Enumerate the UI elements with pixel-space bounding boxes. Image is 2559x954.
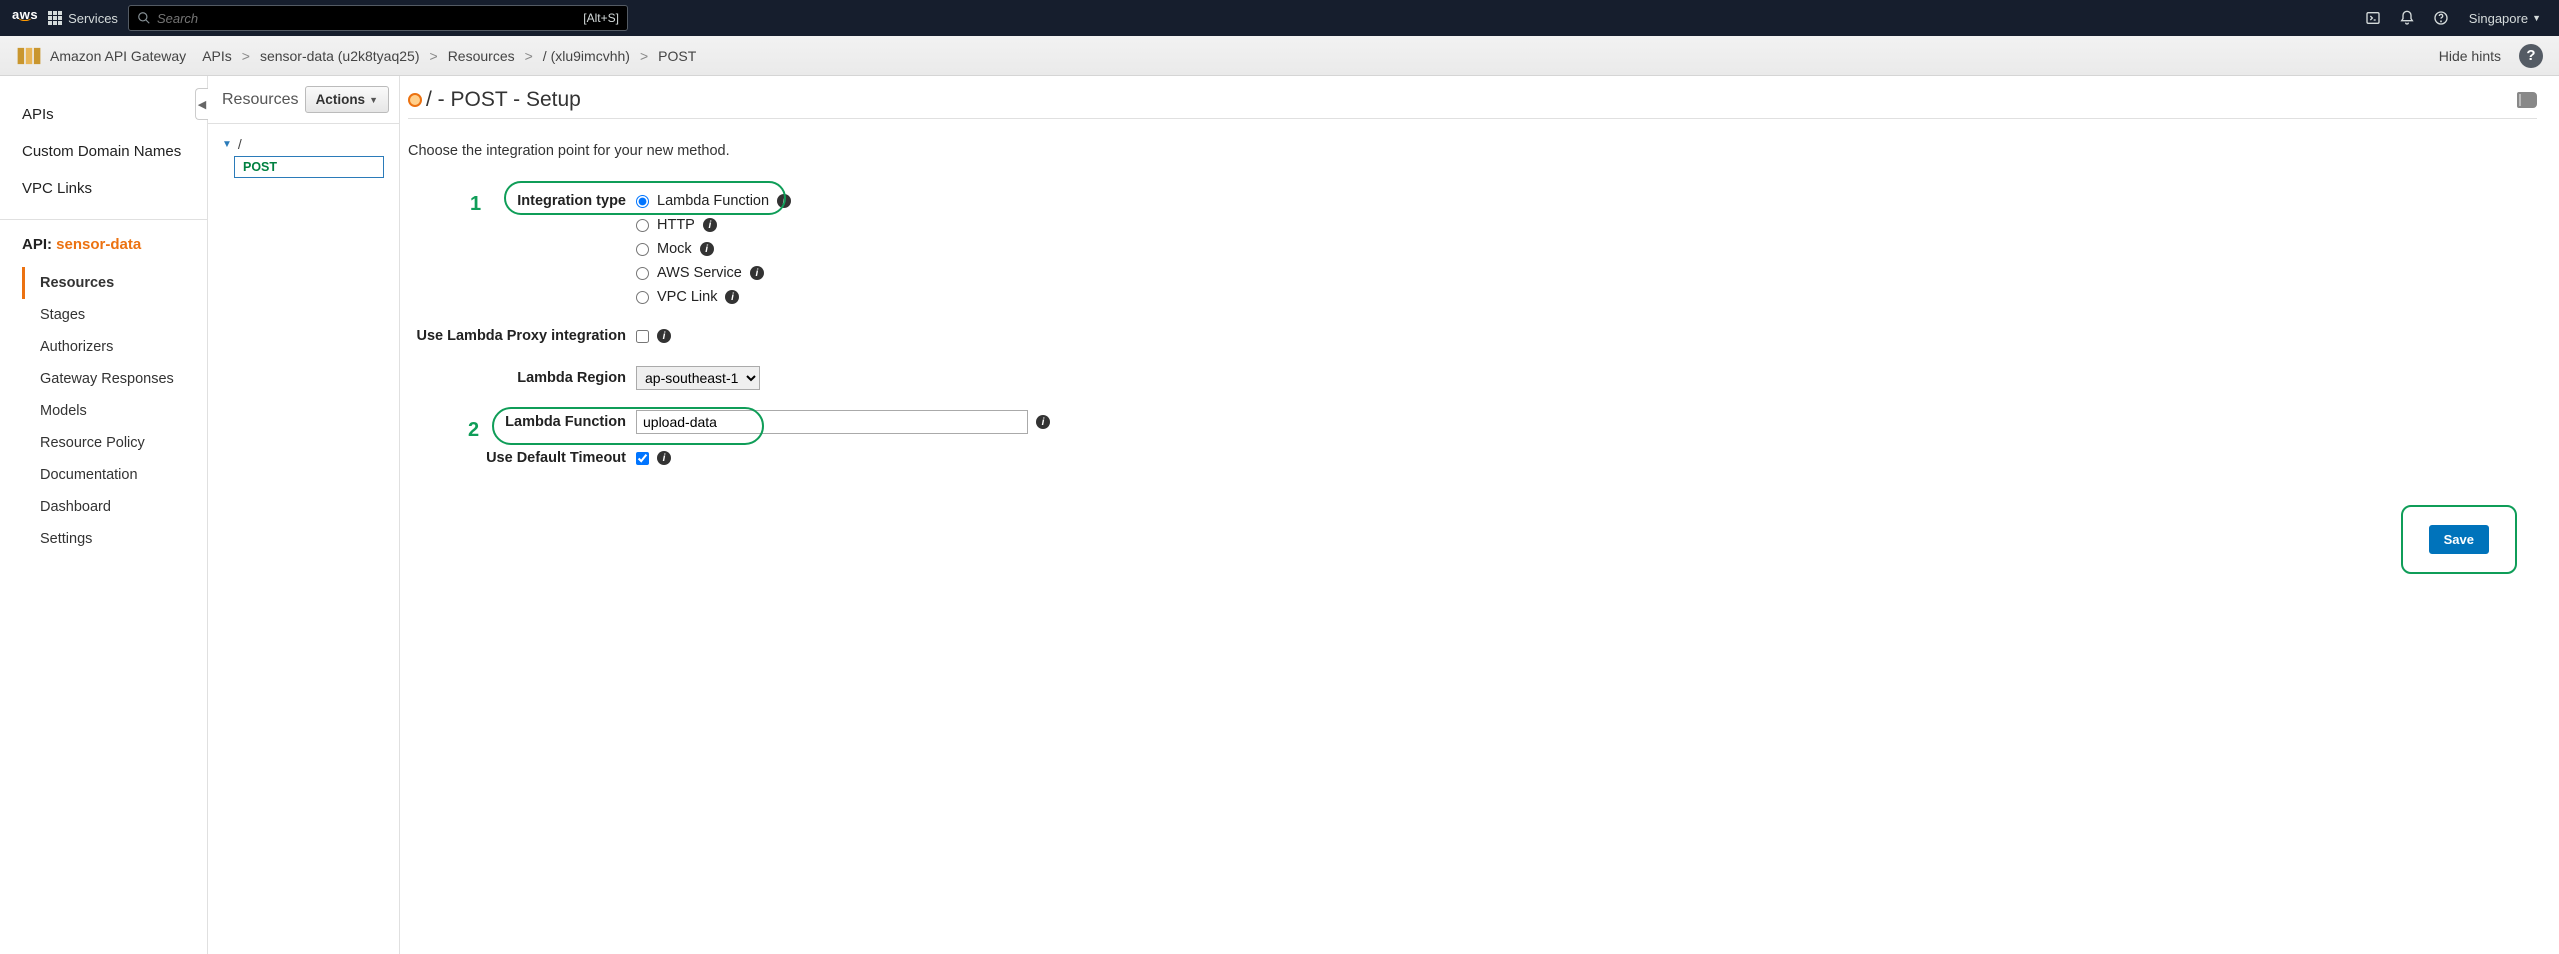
page-title: / - POST - Setup bbox=[426, 88, 581, 112]
resource-panel-title: Resources bbox=[222, 91, 298, 109]
info-icon[interactable]: i bbox=[703, 218, 717, 232]
label-lambda-region: Lambda Region bbox=[408, 370, 636, 386]
select-lambda-region[interactable]: ap-southeast-1 bbox=[636, 366, 760, 390]
hide-hints-link[interactable]: Hide hints bbox=[2439, 48, 2501, 64]
annotation-number-2: 2 bbox=[468, 419, 479, 442]
radio-http[interactable] bbox=[636, 219, 649, 232]
intro-text: Choose the integration point for your ne… bbox=[408, 143, 2537, 159]
info-icon[interactable]: i bbox=[657, 451, 671, 465]
annotation-box-2 bbox=[492, 407, 764, 445]
checkbox-use-proxy[interactable] bbox=[636, 330, 649, 343]
resource-tree-panel: Resources Actions ▼ ▼ / POST bbox=[208, 76, 400, 954]
service-bar: Amazon API Gateway APIs > sensor-data (u… bbox=[0, 36, 2559, 76]
collapse-triangle-icon[interactable]: ▼ bbox=[222, 139, 232, 150]
radio-label: Mock bbox=[657, 241, 692, 257]
tree-method-post[interactable]: POST bbox=[234, 156, 384, 178]
subnav-models[interactable]: Models bbox=[22, 395, 207, 427]
resource-tree: ▼ / POST bbox=[208, 124, 399, 190]
service-name[interactable]: Amazon API Gateway bbox=[50, 48, 186, 64]
subnav-dashboard[interactable]: Dashboard bbox=[22, 491, 207, 523]
services-label: Services bbox=[68, 11, 118, 26]
breadcrumb-resources[interactable]: Resources bbox=[448, 48, 515, 64]
info-icon[interactable]: i bbox=[725, 290, 739, 304]
actions-dropdown[interactable]: Actions ▼ bbox=[305, 86, 389, 113]
api-heading: API: sensor-data bbox=[22, 236, 207, 253]
breadcrumb-apis[interactable]: APIs bbox=[202, 48, 232, 64]
grid-icon bbox=[48, 11, 62, 25]
api-name[interactable]: sensor-data bbox=[56, 236, 141, 253]
annotation-box-save: Save bbox=[2401, 505, 2517, 574]
annotation-box-1 bbox=[504, 181, 786, 215]
documentation-icon[interactable] bbox=[2517, 92, 2537, 108]
save-button[interactable]: Save bbox=[2429, 525, 2489, 554]
help-icon[interactable] bbox=[2429, 6, 2453, 30]
info-icon[interactable]: i bbox=[700, 242, 714, 256]
subnav-documentation[interactable]: Documentation bbox=[22, 459, 207, 491]
breadcrumb: APIs > sensor-data (u2k8tyaq25) > Resour… bbox=[202, 48, 696, 64]
search-input[interactable] bbox=[157, 11, 577, 26]
nav-apis[interactable]: APIs bbox=[22, 96, 207, 133]
left-sidebar: ◀ APIs Custom Domain Names VPC Links API… bbox=[0, 76, 208, 954]
search-shortcut: [Alt+S] bbox=[583, 11, 619, 25]
notifications-icon[interactable] bbox=[2395, 6, 2419, 30]
radio-aws-service[interactable] bbox=[636, 267, 649, 280]
radio-vpc-link[interactable] bbox=[636, 291, 649, 304]
actions-label: Actions bbox=[316, 92, 366, 107]
subnav-resources[interactable]: Resources bbox=[22, 267, 207, 299]
tree-root-label: / bbox=[238, 136, 242, 152]
page-help-icon[interactable]: ? bbox=[2519, 44, 2543, 68]
collapse-sidebar-toggle[interactable]: ◀ bbox=[195, 88, 208, 120]
chevron-right-icon: > bbox=[640, 48, 648, 64]
subnav-gateway-responses[interactable]: Gateway Responses bbox=[22, 363, 207, 395]
info-icon[interactable]: i bbox=[657, 329, 671, 343]
breadcrumb-method[interactable]: POST bbox=[658, 48, 696, 64]
region-selector[interactable]: Singapore ▼ bbox=[2463, 11, 2547, 26]
unsaved-indicator-icon bbox=[408, 93, 422, 107]
api-gateway-icon bbox=[16, 43, 42, 69]
method-setup-form: 1 Integration type Lambda Function i . H… bbox=[408, 189, 2537, 471]
tree-root[interactable]: ▼ / bbox=[222, 136, 385, 152]
api-prefix: API: bbox=[22, 236, 56, 253]
info-icon[interactable]: i bbox=[750, 266, 764, 280]
region-label: Singapore bbox=[2469, 11, 2528, 26]
services-menu[interactable]: Services bbox=[48, 11, 118, 26]
nav-vpc-links[interactable]: VPC Links bbox=[22, 170, 207, 207]
main-panel: / - POST - Setup Choose the integration … bbox=[400, 76, 2559, 954]
subnav-stages[interactable]: Stages bbox=[22, 299, 207, 331]
radio-label: HTTP bbox=[657, 217, 695, 233]
label-use-proxy: Use Lambda Proxy integration bbox=[408, 328, 636, 344]
search-icon bbox=[137, 11, 151, 25]
breadcrumb-api[interactable]: sensor-data (u2k8tyaq25) bbox=[260, 48, 420, 64]
radio-label: AWS Service bbox=[657, 265, 742, 281]
caret-down-icon: ▼ bbox=[369, 95, 378, 105]
radio-mock[interactable] bbox=[636, 243, 649, 256]
chevron-right-icon: > bbox=[525, 48, 533, 64]
label-default-timeout: Use Default Timeout bbox=[408, 450, 636, 466]
checkbox-default-timeout[interactable] bbox=[636, 452, 649, 465]
annotation-number-1: 1 bbox=[470, 193, 481, 216]
nav-custom-domains[interactable]: Custom Domain Names bbox=[22, 133, 207, 170]
cloudshell-icon[interactable] bbox=[2361, 6, 2385, 30]
caret-down-icon: ▼ bbox=[2532, 13, 2541, 23]
info-icon[interactable]: i bbox=[1036, 415, 1050, 429]
subnav-settings[interactable]: Settings bbox=[22, 523, 207, 555]
global-topbar: aws⌣ Services [Alt+S] Singapore ▼ bbox=[0, 0, 2559, 36]
aws-logo[interactable]: aws⌣ bbox=[12, 10, 38, 26]
breadcrumb-resource[interactable]: / (xlu9imcvhh) bbox=[543, 48, 630, 64]
global-search[interactable]: [Alt+S] bbox=[128, 5, 628, 31]
api-subnav: Resources Stages Authorizers Gateway Res… bbox=[22, 267, 207, 555]
chevron-right-icon: > bbox=[430, 48, 438, 64]
subnav-authorizers[interactable]: Authorizers bbox=[22, 331, 207, 363]
radio-label: VPC Link bbox=[657, 289, 717, 305]
subnav-resource-policy[interactable]: Resource Policy bbox=[22, 427, 207, 459]
chevron-right-icon: > bbox=[242, 48, 250, 64]
